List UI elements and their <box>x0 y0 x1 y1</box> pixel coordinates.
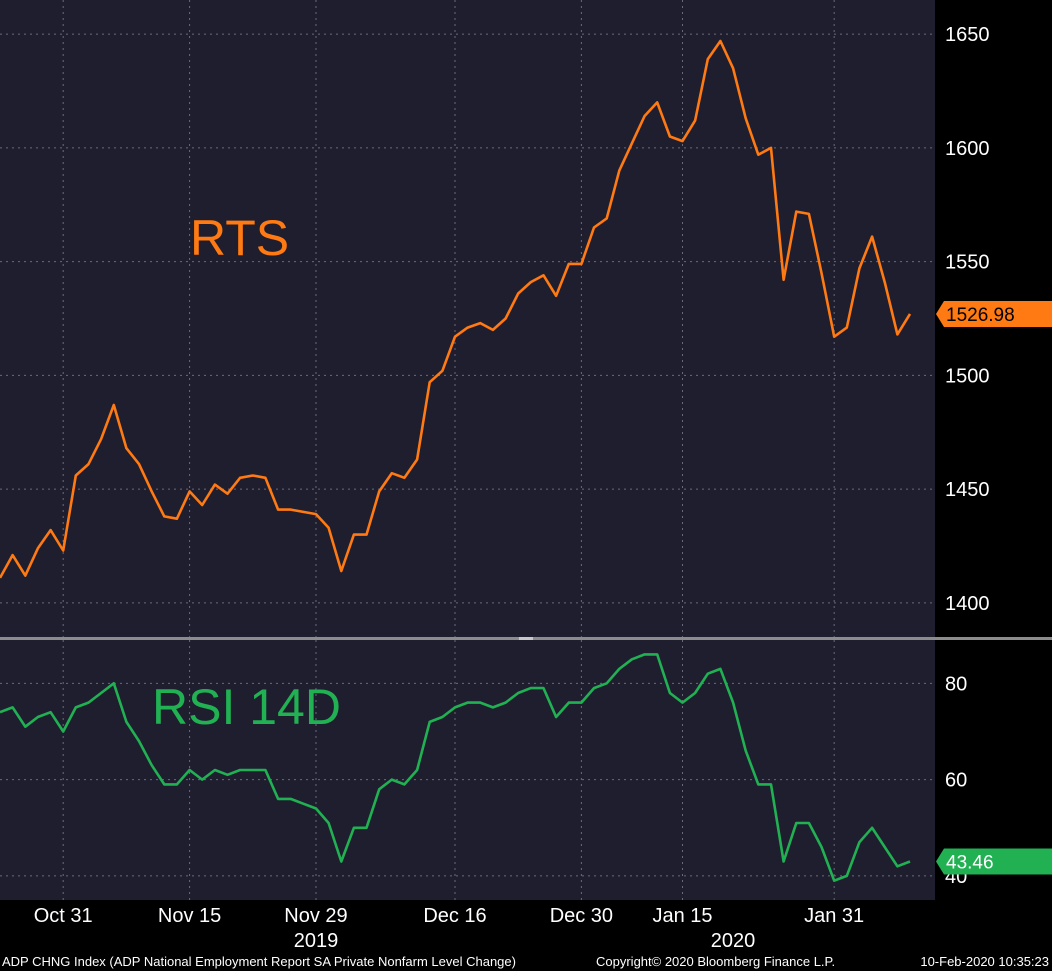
rts-badge-shape <box>936 300 1052 327</box>
rsi-last-value-badge: 43.46 <box>936 848 1052 875</box>
x-tick-label: Jan 31 <box>804 905 864 927</box>
footer-source: ADP CHNG Index (ADP National Employment … <box>2 954 516 969</box>
footer-timestamp: 10-Feb-2020 10:35:23 <box>920 954 1049 969</box>
rts-y-tick-label: 1650 <box>945 24 990 46</box>
year-label: 2020 <box>711 930 756 952</box>
footer-copyright: Copyright© 2020 Bloomberg Finance L.P. <box>596 954 835 969</box>
rts-y-tick-label: 1550 <box>945 252 990 274</box>
x-tick-label: Jan 15 <box>652 905 712 927</box>
rsi-series-label: RSI 14D <box>152 679 341 735</box>
x-tick-label: Dec 16 <box>423 905 486 927</box>
year-label: 2019 <box>294 930 339 952</box>
rsi-badge-shape <box>936 848 1052 875</box>
x-axis: Oct 31 Nov 15 Nov 29 Dec 16 Dec 30 Jan 15 Jan … <box>34 905 864 927</box>
rsi-y-tick-label: 80 <box>945 673 967 695</box>
x-tick-label: Nov 15 <box>158 905 221 927</box>
grid-lines <box>0 0 935 900</box>
rts-y-tick-label: 1600 <box>945 138 990 160</box>
rsi-last-value: 43.46 <box>946 852 994 873</box>
rts-series-line <box>0 39 912 579</box>
plot-background <box>0 0 935 900</box>
rts-y-tick-label: 1450 <box>945 479 990 501</box>
x-tick-label: Nov 29 <box>284 905 347 927</box>
year-axis: 2019 2020 <box>294 930 756 952</box>
rts-last-value: 1526.98 <box>946 305 1015 326</box>
rts-y-axis: 1400 1450 1500 1550 1600 1650 <box>945 24 990 615</box>
rts-series-label: RTS <box>190 210 289 266</box>
rts-y-tick-label: 1500 <box>945 365 990 387</box>
rts-y-tick-label: 1400 <box>945 593 990 615</box>
rsi-y-tick-label: 60 <box>945 770 967 792</box>
x-tick-label: Dec 30 <box>550 905 613 927</box>
rsi-series-line <box>0 653 911 882</box>
rts-last-value-badge: 1526.98 <box>936 300 1052 327</box>
pane-divider-handle[interactable] <box>519 637 533 640</box>
x-tick-label: Oct 31 <box>34 905 93 927</box>
